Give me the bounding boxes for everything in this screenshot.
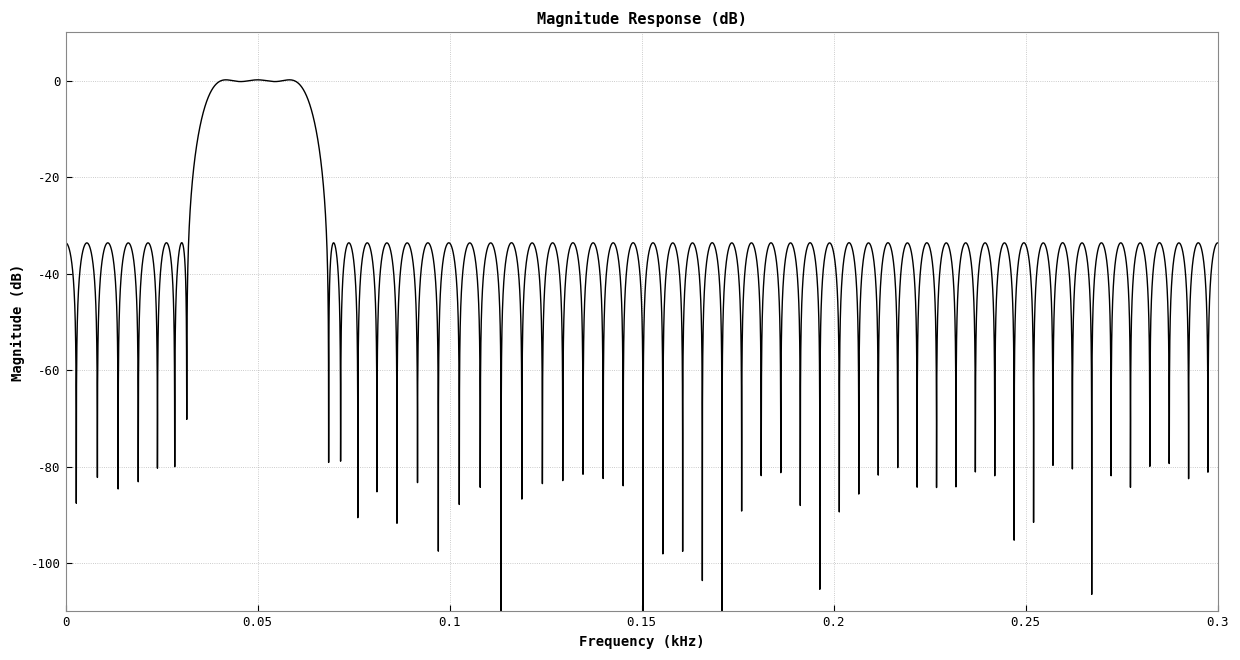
Title: Magnitude Response (dB): Magnitude Response (dB) — [537, 11, 746, 27]
Y-axis label: Magnitude (dB): Magnitude (dB) — [11, 263, 25, 381]
X-axis label: Frequency (kHz): Frequency (kHz) — [579, 635, 704, 649]
